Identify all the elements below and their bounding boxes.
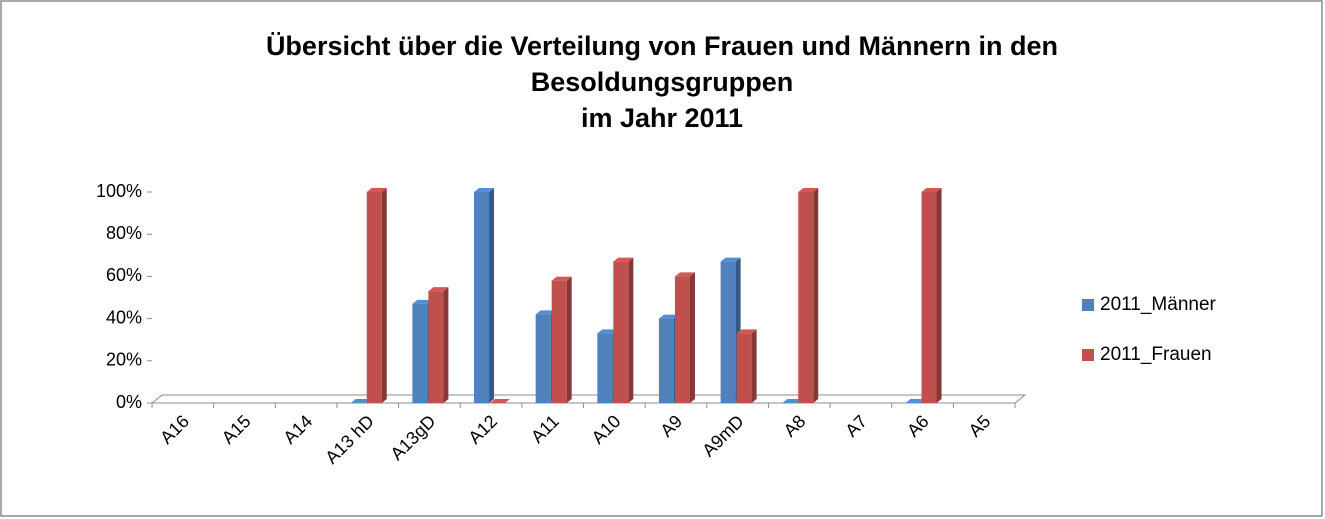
bar-front (366, 192, 382, 403)
bar (798, 188, 819, 403)
bar-front (551, 280, 567, 403)
bar (674, 272, 695, 403)
bar-side (443, 287, 449, 403)
bar-front (674, 276, 690, 403)
bar-top (535, 310, 556, 315)
bar-front (428, 291, 444, 403)
legend-label: 2011_Frauen (1100, 344, 1212, 365)
bar-top (798, 188, 819, 192)
bar-top (905, 399, 926, 403)
bar-top (736, 329, 757, 334)
bar-top (551, 276, 572, 281)
bar (474, 188, 495, 403)
y-tick-label: 0% (116, 392, 142, 412)
bar-side (689, 272, 695, 403)
floor (150, 394, 1027, 404)
bar-top (597, 329, 618, 334)
bar (782, 399, 803, 403)
bar-top (474, 188, 495, 192)
bar (350, 399, 371, 403)
bar (613, 257, 634, 403)
bar (366, 188, 387, 403)
bar-top (921, 188, 942, 192)
bar-front (736, 333, 752, 403)
chart-title: Übersicht über die Verteilung von Frauen… (266, 31, 1058, 61)
y-tick-label: 100% (96, 181, 142, 201)
y-tick-label: 60% (106, 265, 142, 285)
bar-front (535, 314, 551, 403)
bar-front (720, 261, 736, 403)
bar (428, 287, 449, 403)
y-tick-label: 40% (106, 307, 142, 327)
bar-side (936, 188, 942, 403)
bar-top (412, 299, 433, 304)
bar-side (813, 188, 819, 403)
bar (905, 399, 926, 403)
bar-front (658, 318, 674, 403)
bar-front (613, 261, 629, 403)
chart-title: im Jahr 2011 (581, 103, 743, 133)
bar-top (674, 272, 695, 277)
chart-title: Besoldungsgruppen (531, 67, 794, 97)
bar (551, 276, 572, 403)
bar-top (613, 257, 634, 262)
bar-top (720, 257, 741, 262)
bar-front (412, 303, 428, 403)
bar (921, 188, 942, 403)
bar-top (428, 287, 449, 292)
bar-side (566, 276, 572, 403)
bar-top (350, 399, 371, 403)
bar-side (489, 188, 495, 403)
legend-swatch (1082, 349, 1094, 361)
bar-front (798, 192, 814, 403)
bar-top (366, 188, 387, 192)
bar-side (751, 329, 757, 403)
bar-front (921, 192, 937, 403)
bar (736, 329, 757, 403)
bar-top (658, 314, 679, 319)
y-tick-label: 20% (106, 350, 142, 370)
bar-side (381, 188, 387, 403)
bar-top (490, 399, 511, 403)
y-tick-label: 80% (106, 223, 142, 243)
bar-top (782, 399, 803, 403)
bar-side (628, 257, 634, 403)
bar (490, 399, 511, 403)
legend-swatch (1082, 299, 1094, 311)
legend-label: 2011_Männer (1100, 294, 1217, 315)
bar-front (474, 192, 490, 403)
bar-front (597, 333, 613, 403)
